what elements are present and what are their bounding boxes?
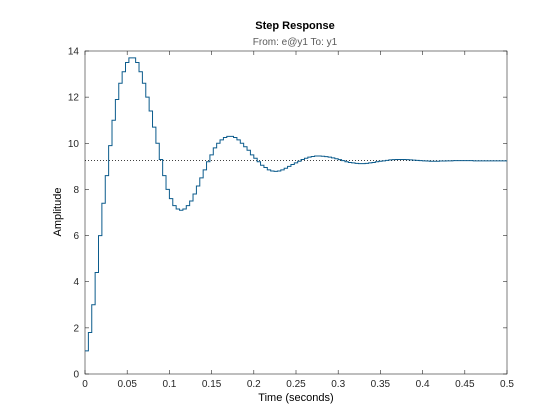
x-tick-label: 0.15: [202, 379, 222, 390]
x-tick-label: 0.05: [117, 379, 137, 390]
x-tick-label: 0.3: [331, 379, 345, 390]
step-response-line: [85, 57, 507, 352]
x-tick-label: 0.5: [500, 379, 514, 390]
y-tick-label: 6: [73, 231, 79, 242]
y-tick-label: 10: [68, 139, 80, 150]
x-tick-label: 0.2: [247, 379, 261, 390]
x-axis-label: Time (seconds): [258, 392, 333, 404]
x-tick-label: 0.25: [286, 379, 306, 390]
y-tick-labels: 0 2 4 6 8 10 12 14: [68, 47, 80, 381]
chart-title: Step Response: [255, 20, 334, 32]
x-tick-label: 0: [82, 379, 88, 390]
y-tick-label: 8: [73, 185, 79, 196]
y-axis-label: Amplitude: [52, 188, 64, 237]
x-tick-label: 0.45: [455, 379, 475, 390]
y-tick-label: 2: [73, 323, 79, 334]
y-tick-label: 0: [73, 370, 79, 381]
y-tick-label: 4: [73, 277, 79, 288]
axis-ticks: [84, 50, 508, 375]
x-tick-label: 0.1: [162, 379, 176, 390]
plot-area: [84, 50, 508, 375]
y-tick-label: 12: [68, 93, 80, 104]
x-tick-labels: 0 0.05 0.1 0.15 0.2 0.25 0.3 0.35 0.4 0.45 0.5: [82, 379, 514, 390]
chart-subtitle: From: e@y1 To: y1: [253, 37, 338, 48]
y-tick-label: 14: [68, 47, 80, 58]
x-tick-label: 0.4: [416, 379, 430, 390]
x-tick-label: 0.35: [371, 379, 391, 390]
